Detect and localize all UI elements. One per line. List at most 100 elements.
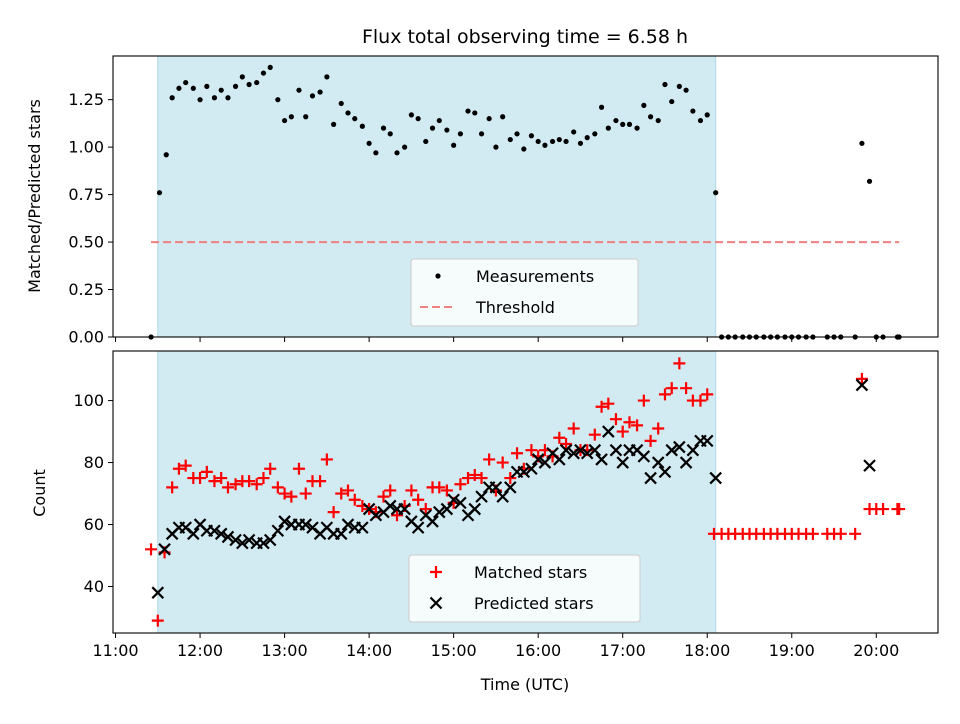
predicted-stars-point: [426, 515, 439, 528]
measurements-point: [387, 131, 393, 137]
matched-stars-point: [658, 388, 671, 401]
matched-stars-point: [327, 506, 340, 519]
measurements-point: [620, 121, 626, 127]
measurements-point: [571, 129, 577, 135]
predicted-stars-point: [271, 524, 285, 538]
predicted-stars-point: [151, 586, 165, 599]
predicted-stars-point: [341, 518, 355, 531]
matched-stars-point: [665, 382, 678, 395]
matched-stars-point: [560, 437, 573, 450]
measurements-point: [542, 142, 548, 148]
measurements-point: [436, 117, 442, 124]
matched-stars-point: [271, 481, 284, 494]
predicted-stars-point: [263, 533, 277, 547]
matched-stars-point: [701, 388, 714, 401]
matched-stars-point: [525, 444, 538, 457]
matched-stars-point: [243, 475, 256, 488]
measurements-point: [648, 114, 654, 120]
matched-stars-point: [504, 472, 517, 485]
predicted-stars-point: [531, 453, 545, 466]
measurements-point: [345, 110, 351, 116]
matched-stars-point: [855, 372, 868, 385]
measurements-point: [444, 127, 450, 133]
predicted-stars-point: [517, 465, 531, 479]
measurements-point: [281, 117, 288, 124]
matched-stars-point: [314, 475, 327, 488]
predicted-stars-point: [454, 496, 467, 510]
predicted-stars-point: [158, 543, 171, 556]
y-tick-label: 1.25: [68, 90, 104, 109]
y-tick-label: 1.00: [68, 138, 104, 157]
matched-stars-point: [893, 503, 906, 516]
predicted-stars-point: [609, 443, 623, 457]
x-tick-label: 19:00: [769, 641, 815, 660]
legend-measurements-marker: [435, 273, 441, 279]
predicted-stars-point: [187, 527, 200, 541]
measurements-point: [338, 100, 344, 107]
predicted-stars-point: [658, 465, 672, 479]
predicted-stars-point: [637, 450, 651, 463]
measurements-point: [669, 98, 675, 105]
matched-stars-point: [877, 503, 890, 516]
matched-stars-point: [849, 527, 862, 540]
predicted-stars-point: [221, 530, 235, 544]
matched-stars-point: [341, 484, 354, 497]
measurements-point: [331, 121, 337, 127]
matched-stars-point: [299, 487, 312, 500]
predicted-stars-point: [673, 440, 686, 454]
measurements-point: [549, 138, 556, 145]
predicted-stars-point: [257, 536, 270, 550]
measurements-point: [713, 190, 719, 196]
matched-stars-point: [166, 481, 179, 494]
measurements-point: [493, 144, 499, 150]
legend-matched-stars-label: Matched stars: [474, 563, 587, 582]
top-panel-frame: [112, 55, 939, 338]
measurements-point: [859, 140, 865, 146]
predicted-stars-point: [679, 456, 693, 469]
measurements-point: [275, 97, 281, 103]
measurements-point: [626, 121, 633, 127]
predicted-stars-point: [588, 443, 602, 457]
x-tick-label: 12:00: [177, 641, 223, 660]
matched-stars-point: [278, 487, 291, 500]
matched-stars-point: [595, 400, 608, 413]
matched-stars-point: [567, 422, 580, 435]
matched-stars-point: [483, 453, 496, 466]
predicted-stars-point: [489, 481, 503, 494]
predicted-stars-point: [644, 471, 657, 485]
measurements-point: [563, 138, 569, 145]
matched-stars-point: [151, 614, 164, 627]
matched-stars-point: [405, 484, 418, 497]
matched-stars-point: [221, 481, 234, 494]
matched-stars-point: [673, 357, 686, 370]
measurements-point: [352, 116, 358, 122]
predicted-stars-point: [242, 533, 256, 547]
measurements-point: [163, 152, 169, 158]
legend-measurements-label: Measurements: [476, 267, 594, 286]
matched-stars-point: [264, 462, 277, 475]
matched-stars-point: [631, 419, 644, 432]
measurements-point: [683, 87, 689, 93]
predicted-stars-point: [855, 378, 869, 392]
predicted-stars-point: [369, 508, 383, 522]
measurements-point: [613, 117, 619, 124]
legend-box: [408, 554, 641, 623]
predicted-stars-point: [208, 524, 221, 538]
measurements-point: [641, 102, 647, 108]
matched-stars-point: [694, 394, 707, 407]
bottom-y-axis-label: Count: [30, 469, 49, 517]
matched-stars-point: [208, 475, 221, 488]
legend-predicted-stars-label: Predicted stars: [474, 594, 594, 613]
matched-stars-point: [834, 527, 847, 540]
measurements-point: [373, 150, 379, 156]
x-axis-label: Time (UTC): [480, 675, 569, 694]
predicted-stars-point: [236, 536, 249, 550]
measurements-point: [507, 136, 513, 143]
predicted-stars-point: [468, 502, 482, 516]
measurements-point: [408, 112, 414, 118]
measurements-point: [169, 95, 175, 101]
matched-stars-point: [623, 416, 636, 429]
matched-stars-point: [454, 478, 467, 491]
matched-stars-point: [172, 462, 185, 475]
measurements-point: [218, 87, 224, 93]
